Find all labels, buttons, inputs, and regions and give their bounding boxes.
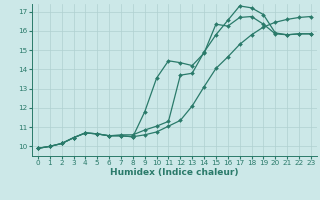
X-axis label: Humidex (Indice chaleur): Humidex (Indice chaleur)	[110, 168, 239, 177]
